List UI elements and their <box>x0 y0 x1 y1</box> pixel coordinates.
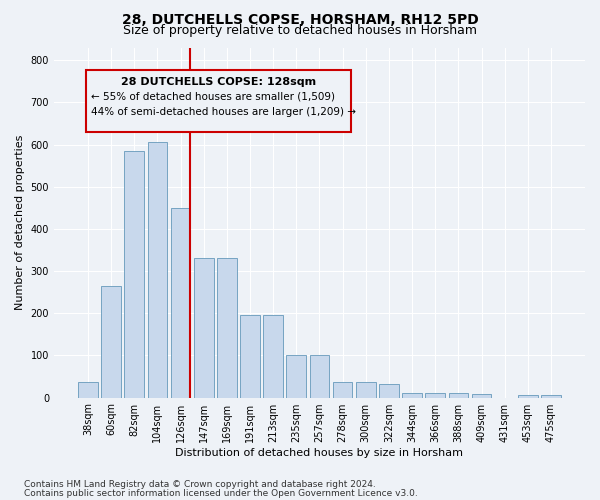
Bar <box>170 208 190 398</box>
X-axis label: Distribution of detached houses by size in Horsham: Distribution of detached houses by size … <box>175 448 463 458</box>
Text: ← 55% of detached houses are smaller (1,509): ← 55% of detached houses are smaller (1,… <box>91 92 335 102</box>
Text: Size of property relative to detached houses in Horsham: Size of property relative to detached ho… <box>123 24 477 37</box>
Bar <box>101 286 121 398</box>
Bar <box>310 356 329 398</box>
Bar <box>286 356 306 398</box>
Text: Contains public sector information licensed under the Open Government Licence v3: Contains public sector information licen… <box>24 488 418 498</box>
Bar <box>240 316 260 398</box>
Bar <box>78 382 98 398</box>
Bar <box>425 392 445 398</box>
Text: 28, DUTCHELLS COPSE, HORSHAM, RH12 5PD: 28, DUTCHELLS COPSE, HORSHAM, RH12 5PD <box>122 12 478 26</box>
Bar <box>194 258 214 398</box>
Bar <box>518 396 538 398</box>
Bar <box>263 316 283 398</box>
Bar <box>402 392 422 398</box>
Bar <box>148 142 167 398</box>
Bar <box>124 151 144 398</box>
Bar <box>449 394 468 398</box>
Y-axis label: Number of detached properties: Number of detached properties <box>15 135 25 310</box>
Bar <box>356 382 376 398</box>
Bar <box>541 396 561 398</box>
Text: 44% of semi-detached houses are larger (1,209) →: 44% of semi-detached houses are larger (… <box>91 107 356 117</box>
Bar <box>379 384 399 398</box>
Bar <box>333 382 352 398</box>
Bar <box>217 258 236 398</box>
FancyBboxPatch shape <box>86 70 352 132</box>
Text: Contains HM Land Registry data © Crown copyright and database right 2024.: Contains HM Land Registry data © Crown c… <box>24 480 376 489</box>
Text: 28 DUTCHELLS COPSE: 128sqm: 28 DUTCHELLS COPSE: 128sqm <box>121 76 316 86</box>
Bar <box>472 394 491 398</box>
